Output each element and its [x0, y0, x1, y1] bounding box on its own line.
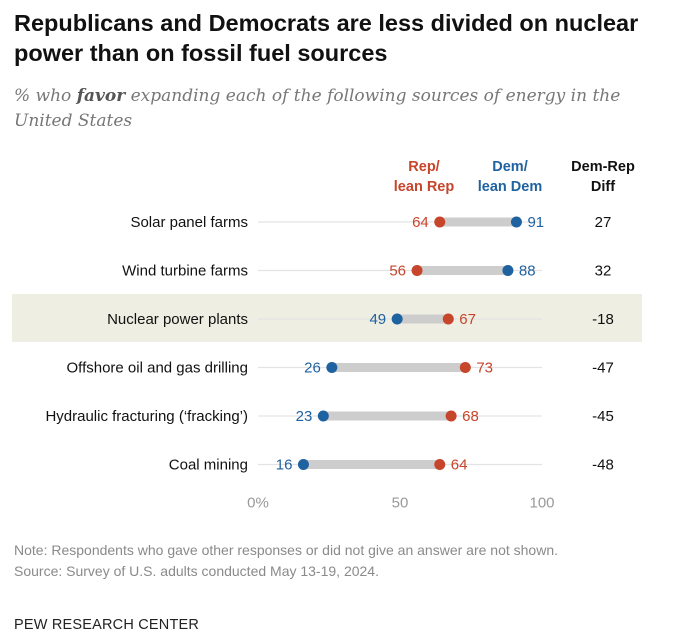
note-text: Note: Respondents who gave other respons… [14, 542, 558, 558]
diff-value: -47 [592, 360, 614, 377]
subtitle-emphasis: favor [76, 86, 126, 106]
chart-title: Republicans and Democrats are less divid… [14, 10, 639, 66]
rep-value-label: 56 [389, 263, 406, 280]
category-label: Solar panel farms [130, 214, 248, 231]
category-label: Nuclear power plants [107, 311, 248, 328]
dem-dot [326, 362, 338, 373]
dem-dot [297, 459, 309, 470]
category-label: Coal mining [169, 457, 248, 474]
rep-value-label: 64 [412, 214, 429, 231]
dem-dot [391, 313, 403, 325]
rep-dot [434, 459, 446, 470]
rep-value-label: 67 [459, 311, 476, 328]
diff-header-line2: Diff [591, 179, 615, 195]
organization-name: PEW RESEARCH CENTER [14, 617, 200, 633]
rep-value-label: 68 [462, 408, 479, 425]
rep-dot [459, 362, 471, 373]
rep-header-line1: Rep/ [408, 159, 439, 175]
subtitle-prefix: % who [14, 86, 77, 106]
source-text: Source: Survey of U.S. adults conducted … [14, 563, 379, 579]
dem-value-label: 49 [369, 311, 386, 328]
rep-value-label: 73 [476, 360, 493, 377]
rep-header-line2: lean Rep [394, 179, 455, 195]
x-tick-label: 50 [392, 495, 409, 512]
subtitle-suffix: expanding each of the following sources … [14, 86, 621, 131]
rep-value-label: 64 [451, 457, 468, 474]
dem-value-label: 88 [519, 263, 536, 280]
category-label: Wind turbine farms [122, 263, 248, 280]
notes-block: Note: Respondents who gave other respons… [14, 540, 654, 582]
diff-value: -18 [592, 311, 614, 328]
chart-subtitle: % who favor expanding each of the follow… [14, 84, 654, 134]
diff-value: 32 [595, 263, 612, 280]
dem-value-label: 16 [276, 457, 293, 474]
diff-value: 27 [595, 214, 612, 231]
dem-dot [317, 410, 329, 422]
diff-value: -45 [592, 408, 614, 425]
dem-dot [510, 216, 522, 228]
dem-header-line2: lean Dem [478, 179, 542, 195]
highlight-band [12, 294, 642, 342]
x-tick-label: 0% [247, 495, 269, 512]
rep-dot [411, 265, 423, 276]
x-tick-label: 100 [529, 495, 554, 512]
rep-dot [442, 313, 454, 325]
diff-value: -48 [592, 457, 614, 474]
dot-plot: Rep/lean Rep Dem/lean Dem Dem-Rep Diff Solar… [12, 159, 642, 512]
dem-value-label: 23 [296, 408, 313, 425]
rep-dot [445, 410, 457, 422]
dem-value-label: 26 [304, 360, 321, 377]
dem-dot [502, 265, 514, 276]
diff-header-line1: Dem-Rep [571, 159, 635, 175]
category-label: Hydraulic fracturing (‘fracking’) [45, 408, 248, 425]
category-label: Offshore oil and gas drilling [67, 360, 249, 377]
dem-header-line1: Dem/ [492, 159, 527, 175]
rep-dot [434, 216, 446, 228]
dem-value-label: 91 [527, 214, 544, 231]
